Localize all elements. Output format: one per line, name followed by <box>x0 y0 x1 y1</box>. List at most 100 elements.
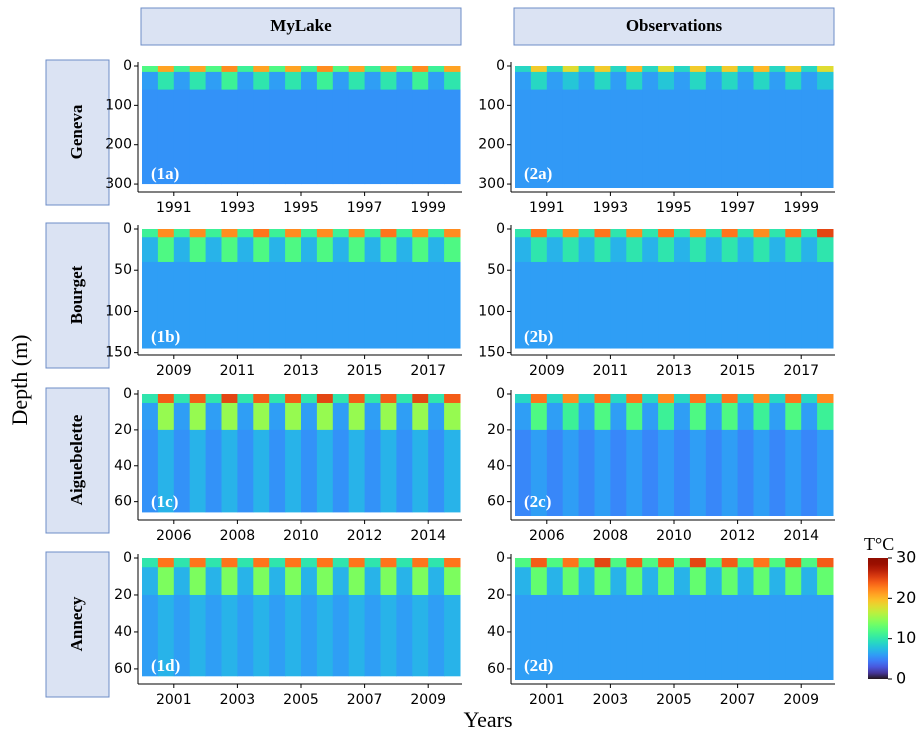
heatmap-cell <box>396 229 413 238</box>
heatmap-cell <box>785 567 802 596</box>
heatmap-cell <box>237 594 254 677</box>
heatmap-cell <box>578 66 595 73</box>
heatmap-cell <box>237 558 254 568</box>
heatmap-cell <box>515 394 532 404</box>
heatmap-cell <box>578 229 595 238</box>
heatmap-cell <box>594 558 611 568</box>
heatmap-cell <box>530 394 548 404</box>
heatmap-cell <box>801 261 818 349</box>
heatmap-cell <box>444 558 461 568</box>
heatmap-cell <box>546 89 564 188</box>
heatmap-cell <box>594 229 611 238</box>
heatmap-cell <box>348 567 366 596</box>
x-tick-label: 2011 <box>593 363 629 379</box>
heatmap-cell <box>332 66 350 73</box>
heatmap-cell <box>753 71 770 91</box>
y-tick-label: 100 <box>478 97 505 113</box>
heatmap-cell <box>546 66 564 73</box>
heatmap-cell <box>316 567 334 596</box>
heatmap-cell <box>737 594 754 680</box>
heatmap-cell <box>737 429 754 516</box>
heatmap-cell <box>753 394 770 404</box>
heatmap-cell <box>301 429 318 513</box>
heatmap-cell <box>332 594 350 677</box>
heatmap-cell <box>380 261 397 349</box>
heatmap-cell <box>142 71 159 91</box>
y-tick-label: 20 <box>114 587 132 603</box>
heatmap-cell <box>348 402 366 431</box>
heatmap-cell <box>753 558 770 568</box>
heatmap-cell <box>817 229 834 238</box>
heatmap-cell <box>769 237 786 263</box>
heatmap-cell <box>785 594 802 680</box>
heatmap-cell <box>817 402 834 431</box>
panel-label: (2d) <box>524 656 553 675</box>
heatmap-cell <box>396 594 413 677</box>
heatmap-cell <box>253 402 270 431</box>
heatmap-cell <box>189 66 207 73</box>
heatmap-cell <box>301 89 318 185</box>
heatmap-cell <box>428 261 445 349</box>
y-tick-label: 40 <box>114 624 132 640</box>
heatmap-cell <box>562 567 580 596</box>
x-tick-label: 1991 <box>156 200 192 216</box>
column-header-box <box>140 7 462 46</box>
column-header-box <box>513 7 835 46</box>
heatmap-cell <box>157 229 175 238</box>
x-tick-label: 2001 <box>529 692 565 708</box>
heatmap-cell <box>658 429 675 516</box>
heatmap-cell <box>562 261 580 349</box>
heatmap-cell <box>348 261 366 349</box>
heatmap-cell <box>530 71 548 91</box>
heatmap-cell <box>237 429 254 513</box>
heatmap-cell <box>332 229 350 238</box>
heatmap-cell <box>658 394 675 404</box>
x-tick-label: 2006 <box>156 528 192 544</box>
heatmap-cell <box>530 558 548 568</box>
heatmap-cell <box>301 66 318 73</box>
heatmap-cell <box>301 71 318 91</box>
heatmap-cell <box>530 429 548 516</box>
heatmap-cell <box>801 429 818 516</box>
y-tick-label: 0 <box>123 386 132 402</box>
heatmap-cell <box>578 261 595 349</box>
heatmap-cell <box>269 66 286 73</box>
heatmap-cell <box>785 237 802 263</box>
heatmap-cell <box>610 66 627 73</box>
x-tick-label: 1993 <box>220 200 256 216</box>
panel-label: (1a) <box>151 164 179 183</box>
y-tick-label: 50 <box>114 262 132 278</box>
heatmap-cell <box>769 594 786 680</box>
heatmap-cell <box>626 558 643 568</box>
heatmap-cell <box>769 429 786 516</box>
heatmap-cell <box>705 567 723 596</box>
heatmap-cell <box>269 261 286 349</box>
heatmap-cell <box>157 558 175 568</box>
heatmap-cell <box>721 229 739 238</box>
heatmap-cell <box>301 261 318 349</box>
heatmap-cell <box>412 394 429 404</box>
heatmap-cell <box>253 594 270 677</box>
heatmap-cell <box>737 261 754 349</box>
heatmap-cell <box>801 402 818 431</box>
heatmap-cell <box>546 229 564 238</box>
heatmap-cell <box>332 261 350 349</box>
y-tick-label: 200 <box>105 137 132 153</box>
y-tick-label: 100 <box>478 303 505 319</box>
heatmap-cell <box>658 71 675 91</box>
heatmap-cell <box>364 567 381 596</box>
heatmap-cell <box>769 567 786 596</box>
heatmap-cell <box>642 229 659 238</box>
heatmap-cell <box>348 558 366 568</box>
heatmap-cell <box>316 66 334 73</box>
heatmap-cell <box>205 594 222 677</box>
heatmap-cell <box>364 402 381 431</box>
heatmap-cell <box>396 71 413 91</box>
heatmap-cell <box>721 66 739 73</box>
heatmap-cell <box>689 558 707 568</box>
heatmap-cell <box>412 594 429 677</box>
heatmap-cell <box>658 89 675 188</box>
heatmap-cell <box>444 394 461 404</box>
heatmap-cell <box>737 402 754 431</box>
